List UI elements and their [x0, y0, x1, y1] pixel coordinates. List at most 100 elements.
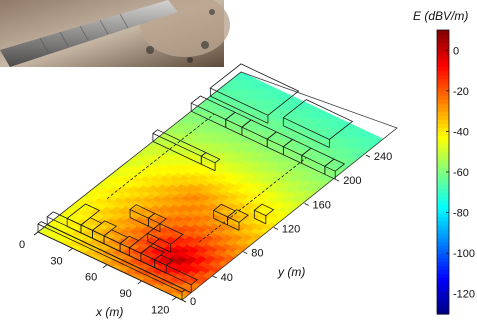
x-tick-label: 60: [85, 272, 97, 284]
heatmap-surface: [38, 72, 386, 300]
colorbar-tick-label: -120: [453, 289, 475, 301]
wall-edge: [241, 134, 268, 148]
x-axis-label: x (m): [95, 305, 123, 319]
colorbar-label: E (dBV/m): [413, 9, 468, 23]
colorbar-tick-label: -40: [453, 126, 469, 138]
colorbar-segment: [437, 54, 449, 59]
wall-edge: [267, 146, 284, 156]
wall-edge: [225, 127, 243, 136]
colorbar-segment: [437, 94, 449, 100]
colorbar-tick-label: 0: [453, 45, 459, 57]
y-tick-label: 240: [374, 151, 392, 163]
colorbar-segment: [437, 119, 449, 124]
colorbar-segment: [437, 103, 449, 108]
colorbar-segment: [437, 50, 449, 55]
colorbar-segment: [437, 277, 449, 283]
x-tick-label: 120: [151, 304, 169, 316]
x-tick: [102, 264, 108, 268]
y-tick: [304, 203, 309, 206]
colorbar-segment: [437, 115, 449, 120]
wall-top: [226, 209, 249, 223]
colorbar-segment: [437, 163, 449, 169]
x-tick-label: 30: [50, 255, 62, 267]
wall-edge: [283, 125, 330, 148]
y-tick: [243, 251, 248, 255]
colorbar-segment: [437, 265, 449, 270]
building-wireframe: [37, 63, 354, 301]
y-tick-label: 200: [343, 175, 361, 187]
wall-top: [37, 221, 186, 293]
wall-edge: [210, 95, 269, 124]
colorbar-segment: [437, 293, 449, 299]
colorbar-segment: [437, 98, 449, 104]
wall-edge: [301, 163, 326, 175]
colorbar-segment: [437, 172, 449, 177]
wall-edge: [80, 232, 93, 239]
colorbar-segment: [437, 281, 449, 287]
colorbar-segment: [437, 151, 449, 157]
colorbar-segment: [437, 58, 449, 64]
colorbar-tick-label: -100: [453, 248, 475, 260]
colorbar-segment: [437, 269, 449, 275]
colorbar-segment: [437, 220, 449, 226]
colorbar-segment: [437, 309, 449, 315]
colorbar-segment: [437, 74, 449, 80]
colorbar-segment: [437, 297, 449, 303]
wall-top: [253, 203, 275, 217]
colorbar-segment: [437, 62, 449, 68]
wall-top: [66, 203, 101, 226]
x-tick-label: 90: [120, 288, 132, 300]
colorbar-segment: [437, 46, 449, 51]
x-axis-ticks: 0 30 60 90 120: [19, 231, 177, 316]
wall-edge: [129, 217, 149, 227]
wall-edge: [92, 238, 105, 245]
y-tick-label: 40: [221, 272, 233, 284]
colorbar-segment: [437, 245, 449, 250]
colorbar-segment: [437, 188, 449, 193]
y-axis-label: y (m): [277, 265, 305, 279]
colorbar-segment: [437, 107, 449, 112]
wall-edge: [152, 141, 202, 165]
x-tick: [172, 296, 177, 301]
x-tick-label: 0: [19, 239, 25, 251]
colorbar-segment: [437, 196, 449, 201]
colorbar-segment: [437, 305, 449, 311]
wall-edge: [119, 251, 130, 257]
wall-edge: [254, 217, 267, 225]
colorbar-segment: [437, 184, 449, 189]
wall-top: [282, 99, 354, 140]
wall-edge: [324, 173, 336, 180]
colorbar-segment: [437, 285, 449, 291]
x-tick: [68, 248, 73, 252]
y-tick: [273, 227, 279, 230]
colorbar-segment: [437, 216, 449, 222]
colorbar-segment: [437, 253, 449, 258]
colorbar-segment: [437, 30, 449, 35]
vacuum-pipe-photo-icon: [0, 0, 230, 67]
y-tick: [181, 299, 187, 303]
wall-edge: [37, 231, 183, 301]
colorbar-segment: [437, 155, 449, 161]
y-tick: [365, 154, 371, 158]
wall-top: [153, 254, 174, 266]
colorbar: 0 -20 -40 -60 -80 -100 -120: [436, 29, 475, 315]
colorbar-segment: [437, 159, 449, 165]
x-tick: [137, 280, 142, 285]
wall-edge: [148, 225, 161, 233]
colorbar-segment: [437, 232, 449, 238]
wall-edge: [213, 218, 228, 226]
wall-edge: [227, 224, 240, 231]
colorbar-segment: [437, 38, 449, 43]
y-tick-label: 160: [313, 199, 331, 211]
colorbar-segment: [437, 180, 449, 185]
wall-top: [200, 152, 221, 164]
wall-top: [140, 245, 165, 261]
colorbar-segment: [437, 289, 449, 295]
wall-edge: [66, 226, 82, 234]
wall-edge: [154, 267, 167, 274]
colorbar-segment: [437, 70, 449, 76]
colorbar-segment: [437, 86, 449, 92]
colorbar-tick-label: -60: [453, 167, 469, 179]
colorbar-segment: [437, 228, 449, 234]
